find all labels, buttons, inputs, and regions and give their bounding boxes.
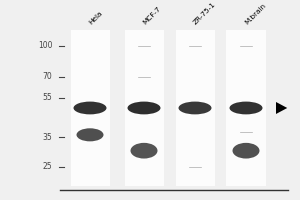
Ellipse shape <box>178 102 212 114</box>
Polygon shape <box>276 102 287 114</box>
Bar <box>70 30 110 186</box>
Bar <box>60 30 270 186</box>
Text: Hela: Hela <box>87 10 103 26</box>
Ellipse shape <box>76 128 103 141</box>
Text: M.brain: M.brain <box>243 3 267 26</box>
Text: 35: 35 <box>43 133 52 142</box>
Bar <box>226 30 266 186</box>
Ellipse shape <box>232 143 260 159</box>
Text: 100: 100 <box>38 41 52 50</box>
Ellipse shape <box>130 143 158 159</box>
Text: MCF-7: MCF-7 <box>141 6 161 26</box>
Text: 55: 55 <box>43 93 52 102</box>
Ellipse shape <box>74 102 106 114</box>
Bar <box>124 30 164 186</box>
Text: 25: 25 <box>43 162 52 171</box>
Ellipse shape <box>230 102 262 114</box>
Ellipse shape <box>128 102 160 114</box>
Text: ZR-75-1: ZR-75-1 <box>192 1 217 26</box>
Bar <box>176 30 214 186</box>
Text: 70: 70 <box>43 72 52 81</box>
